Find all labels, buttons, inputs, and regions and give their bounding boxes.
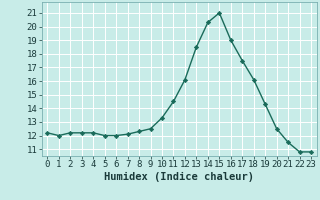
X-axis label: Humidex (Indice chaleur): Humidex (Indice chaleur) xyxy=(104,172,254,182)
